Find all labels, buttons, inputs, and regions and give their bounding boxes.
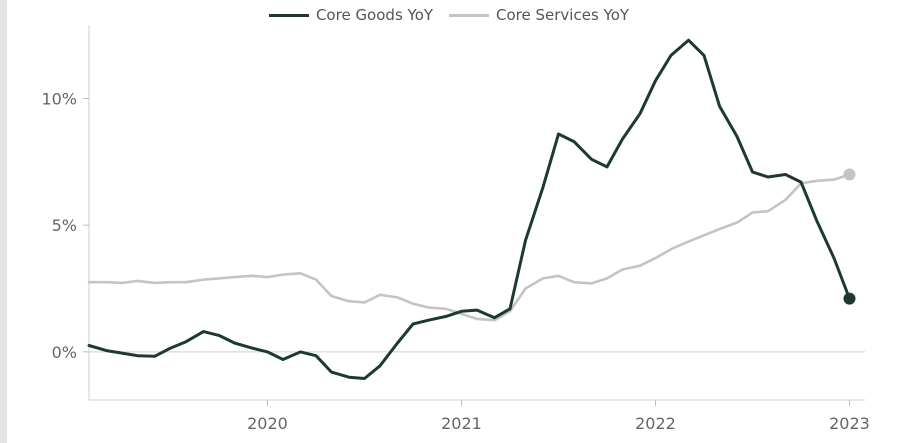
- legend-item-core-goods: Core Goods YoY: [268, 6, 434, 24]
- series-end-marker-core-goods-yoy: [843, 292, 856, 305]
- series-line-core-services-yoy: [87, 173, 851, 322]
- y-tick-label: 10%: [41, 89, 77, 108]
- legend-swatch-core-services: [449, 13, 490, 17]
- legend-label-core-goods: Core Goods YoY: [315, 6, 434, 24]
- x-tick-label: 2021: [441, 414, 482, 433]
- x-tick-label: 2023: [829, 414, 870, 433]
- x-tick-label: 2022: [635, 414, 676, 433]
- series-line-core-goods-yoy: [87, 38, 851, 380]
- x-tick-label: 2020: [247, 414, 288, 433]
- chart-legend: Core Goods YoY Core Services YoY: [0, 6, 898, 24]
- left-edge-strip: [0, 0, 7, 443]
- y-tick-label: 0%: [52, 343, 77, 362]
- legend-swatch-core-goods: [268, 13, 309, 17]
- series-end-marker-core-services-yoy: [843, 168, 856, 181]
- legend-item-core-services: Core Services YoY: [449, 6, 629, 24]
- y-tick-label: 5%: [52, 216, 77, 235]
- legend-label-core-services: Core Services YoY: [496, 6, 630, 24]
